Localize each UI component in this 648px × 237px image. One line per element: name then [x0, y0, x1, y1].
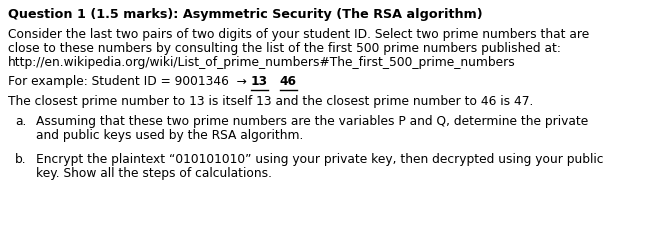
Text: Consider the last two pairs of two digits of your student ID. Select two prime n: Consider the last two pairs of two digit… — [8, 28, 589, 41]
Text: 46: 46 — [279, 75, 297, 88]
Text: b.: b. — [15, 153, 27, 166]
Text: close to these numbers by consulting the list of the first 500 prime numbers pub: close to these numbers by consulting the… — [8, 42, 561, 55]
Text: Encrypt the plaintext “010101010” using your private key, then decrypted using y: Encrypt the plaintext “010101010” using … — [36, 153, 603, 166]
Text: and public keys used by the RSA algorithm.: and public keys used by the RSA algorith… — [36, 129, 303, 142]
Text: http://en.wikipedia.org/wiki/List_of_prime_numbers#The_first_500_prime_numbers: http://en.wikipedia.org/wiki/List_of_pri… — [8, 56, 516, 69]
Text: For example: Student ID = 9001346  →: For example: Student ID = 9001346 → — [8, 75, 251, 88]
Text: a.: a. — [15, 115, 27, 128]
Text: key. Show all the steps of calculations.: key. Show all the steps of calculations. — [36, 167, 272, 180]
Text: Assuming that these two prime numbers are the variables P and Q, determine the p: Assuming that these two prime numbers ar… — [36, 115, 588, 128]
Text: 13: 13 — [251, 75, 268, 88]
Text: Question 1 (1.5 marks): Asymmetric Security (The RSA algorithm): Question 1 (1.5 marks): Asymmetric Secur… — [8, 8, 483, 21]
Text: The closest prime number to 13 is itself 13 and the closest prime number to 46 i: The closest prime number to 13 is itself… — [8, 95, 533, 108]
